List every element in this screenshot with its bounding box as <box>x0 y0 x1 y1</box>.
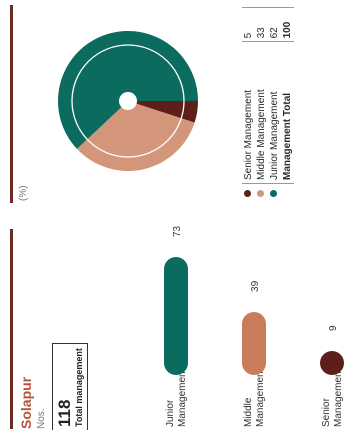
bar-value-label: 39 <box>250 280 261 292</box>
legend-swatch <box>270 190 277 197</box>
bar-category-label: JuniorManagement <box>165 368 188 427</box>
bar <box>320 351 344 375</box>
pie-chart <box>58 31 198 171</box>
legend-swatch <box>257 190 264 197</box>
legend-row: Middle Management 33 <box>255 7 268 197</box>
left-accent-rule <box>10 229 13 429</box>
bar-value-label: 9 <box>328 325 339 331</box>
pie-center-hole <box>119 92 137 110</box>
bar-chart: SeniorManagement 9 MiddleManagement 39 Junio… <box>164 225 344 427</box>
legend-row: Junior Management 62 <box>268 7 281 197</box>
bar-unit-label: Nos. <box>36 408 47 429</box>
legend-value: 5 <box>242 7 255 42</box>
legend-label: Junior Management <box>268 41 281 184</box>
legend-label: Management Total <box>281 41 294 184</box>
pie-legend: Senior Management 5 Middle Management 33 Jun… <box>242 7 294 197</box>
legend-row: Management Total 100 <box>281 7 294 197</box>
pie-slice <box>76 101 195 171</box>
legend-row: Senior Management 5 <box>242 7 255 197</box>
legend-label: Senior Management <box>242 41 255 184</box>
bar-category-label: MiddleManagement <box>243 368 266 427</box>
bar-value-label: 73 <box>172 225 183 237</box>
legend-value: 62 <box>268 7 281 42</box>
legend-value: 100 <box>281 7 294 42</box>
legend-value: 33 <box>255 7 268 42</box>
bar <box>242 311 266 375</box>
legend-label: Middle Management <box>255 41 268 184</box>
bar <box>164 257 188 375</box>
bar-category-label: SeniorManagement <box>321 368 344 427</box>
right-accent-rule <box>10 5 13 203</box>
legend-swatch <box>244 190 251 197</box>
pie-slice <box>128 101 198 123</box>
pie-slice <box>58 31 198 149</box>
place-name: Solapur <box>18 376 34 429</box>
pie-inner-ring <box>71 44 185 158</box>
total-value: 118 <box>55 399 74 427</box>
total-label: Total management <box>74 348 84 427</box>
